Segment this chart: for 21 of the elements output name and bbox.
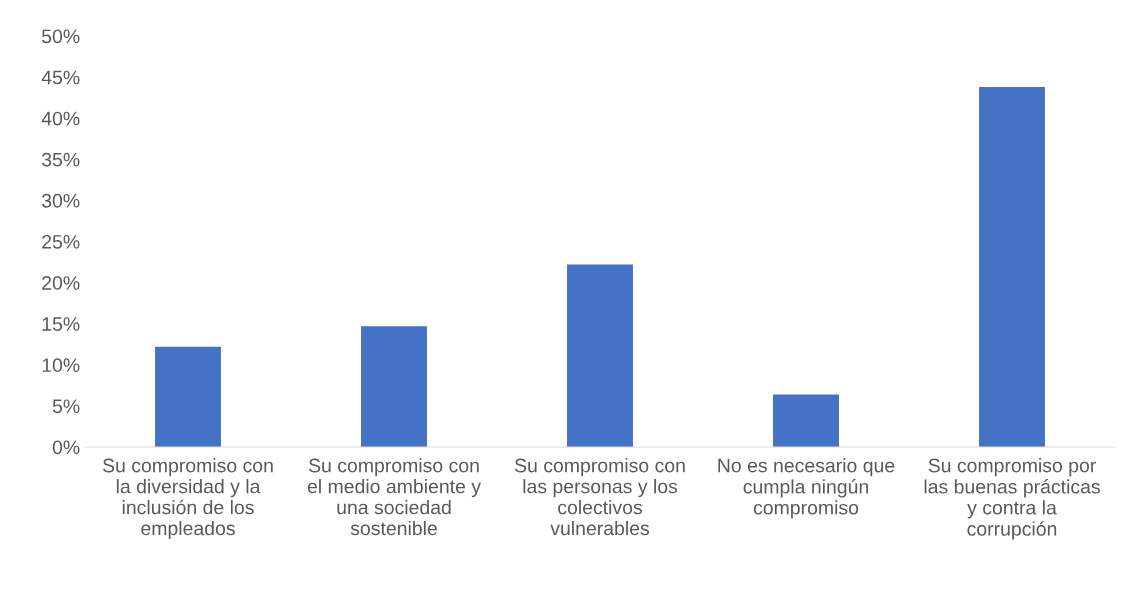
y-tick-label: 10%: [42, 358, 80, 373]
x-tick-label: No es necesario que cumpla ningún compromiso: [718, 458, 895, 519]
y-tick-label: 35%: [41, 152, 80, 167]
y-tick-label: 30%: [41, 193, 80, 208]
x-tick-label: Su compromiso por las buenas prácticas y contra la corrupción: [924, 458, 1100, 540]
x-tick-label: Su compromiso con el medio ambiente y una sociedad sostenible: [307, 458, 481, 536]
y-tick-label: 5%: [52, 399, 80, 414]
y-tick-label: 40%: [41, 111, 80, 126]
y-tick-label: 25%: [42, 234, 80, 249]
bar: [979, 86, 1045, 447]
y-tick-label: 50%: [42, 29, 80, 44]
bar: [567, 264, 633, 447]
bar: [155, 346, 221, 447]
bar: [361, 326, 427, 447]
bar: [773, 394, 839, 447]
x-tick-label: Su compromiso con las personas y los colectivos vulnerables: [514, 458, 685, 536]
y-tick-label: 15%: [42, 317, 80, 331]
y-tick-label: 20%: [42, 276, 80, 290]
y-tick-label: 0%: [52, 440, 80, 455]
y-tick-label: 45%: [41, 70, 80, 85]
x-tick-label: Su compromiso con la diversidad y la inclusión de los empleados: [102, 458, 273, 540]
